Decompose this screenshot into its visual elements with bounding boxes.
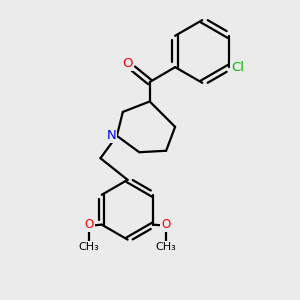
Text: O: O bbox=[85, 218, 94, 231]
Text: CH₃: CH₃ bbox=[156, 242, 176, 252]
Text: CH₃: CH₃ bbox=[79, 242, 100, 252]
Text: Cl: Cl bbox=[231, 61, 244, 74]
Text: N: N bbox=[106, 129, 116, 142]
Text: O: O bbox=[161, 218, 171, 231]
Text: O: O bbox=[123, 57, 133, 70]
